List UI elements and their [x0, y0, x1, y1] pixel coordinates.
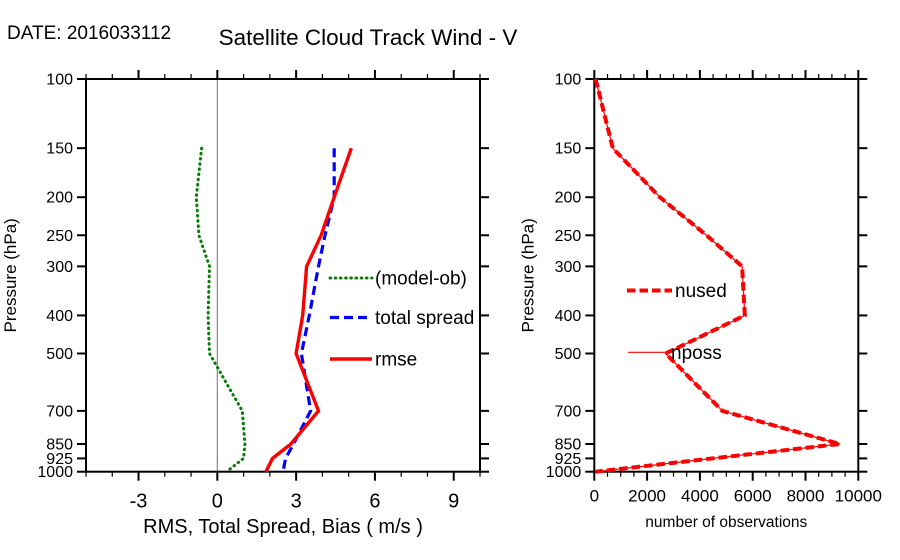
- page-title: Satellite Cloud Track Wind - V: [218, 25, 518, 50]
- x-tick-label: 0: [590, 487, 599, 506]
- x-tick-label: 6000: [734, 487, 772, 506]
- rmse-curve: [264, 147, 353, 473]
- y-tick-label: 850: [555, 436, 582, 453]
- x-tick-label: 4000: [681, 487, 719, 506]
- y-tick-label: 300: [46, 259, 73, 276]
- y-tick-label: 200: [555, 190, 582, 207]
- x-tick-label: 2000: [628, 487, 666, 506]
- y-tick-label: 100: [555, 72, 582, 89]
- y-axis-title: Pressure (hPa): [1, 218, 20, 332]
- y-tick-label: 300: [555, 259, 582, 276]
- y-tick-label: 1000: [37, 464, 73, 481]
- y-tick-label: 150: [46, 141, 73, 158]
- x-tick-label: 6: [369, 491, 380, 513]
- model-ob-curve: [194, 146, 247, 474]
- y-axis-title: Pressure (hPa): [519, 218, 538, 332]
- y-tick-label: 700: [555, 403, 582, 420]
- y-tick-label: 925: [46, 451, 73, 468]
- y-tick-label: 1000: [546, 464, 582, 481]
- total-spread-legend-label: total spread: [375, 308, 474, 329]
- x-axis-title: number of observations: [645, 514, 807, 531]
- y-tick-label: 500: [555, 346, 582, 363]
- y-tick-label: 200: [46, 190, 73, 207]
- x-tick-label: -3: [130, 491, 148, 513]
- right-panel: 0 2000 4000 6000 8000 10000 100 150 200 250 300 400…: [519, 70, 882, 531]
- x-axis-title: RMS, Total Spread, Bias ( m/s ): [143, 516, 423, 538]
- left-panel: -3 0 3 6 9 100 150 200 250 300 400 500 700 8509251000…: [1, 70, 489, 538]
- y-tick-label: 400: [46, 308, 73, 325]
- x-tick-label: 8000: [787, 487, 825, 506]
- y-tick-label: 250: [46, 228, 73, 245]
- nposs-curve: [595, 78, 840, 473]
- nused-curve: [593, 78, 841, 474]
- x-tick-label: 0: [212, 491, 223, 513]
- y-tick-label: 400: [555, 308, 582, 325]
- date-label: DATE: 2016033112: [7, 23, 172, 44]
- y-tick-label: 850: [46, 436, 73, 453]
- y-tick-label: 250: [555, 228, 582, 245]
- y-tick-label: 925: [555, 451, 582, 468]
- y-tick-label: 100: [46, 72, 73, 89]
- nused-legend-label: nused: [675, 281, 727, 302]
- total-spread-curve: [281, 148, 336, 473]
- y-tick-label: 700: [46, 403, 73, 420]
- x-tick-label: 10000: [835, 487, 882, 506]
- model-ob-legend-label: (model-ob): [375, 269, 467, 290]
- x-tick-label: 9: [448, 491, 459, 513]
- y-tick-label: 500: [46, 346, 73, 363]
- nposs-legend-label: nposs: [671, 343, 722, 364]
- x-tick-label: 3: [291, 491, 302, 513]
- y-tick-label: 150: [555, 141, 582, 158]
- plot-frame: [85, 78, 481, 473]
- rmse-legend-label: rmse: [375, 350, 417, 371]
